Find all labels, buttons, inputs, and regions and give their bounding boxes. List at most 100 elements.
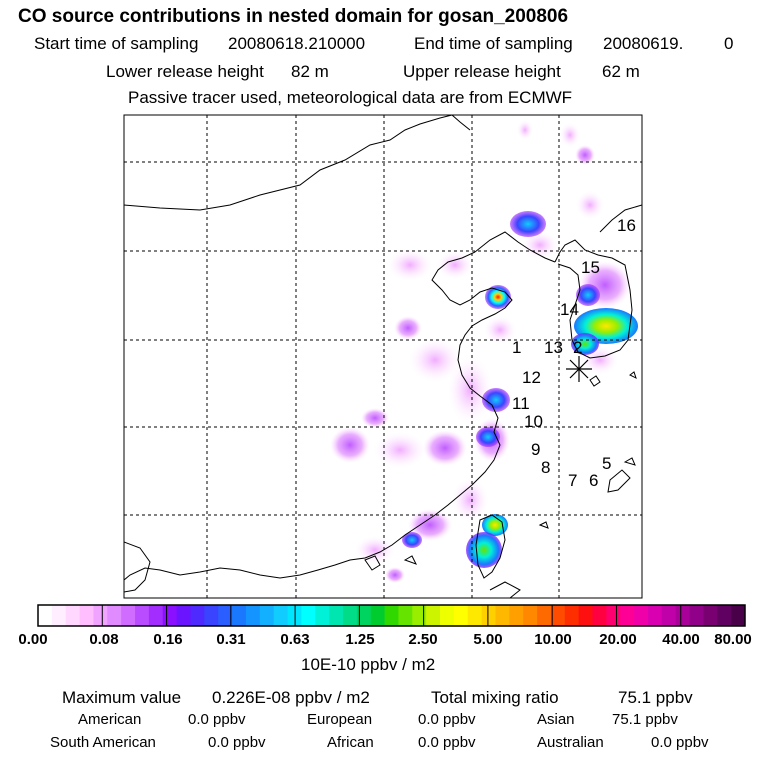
colorbar-tick-label: 0.31 xyxy=(216,631,246,648)
receptor-marker xyxy=(566,356,592,382)
end-time-value: 20080619. xyxy=(603,34,684,53)
end-time-label: End time of sampling xyxy=(414,34,573,53)
plume-area xyxy=(409,338,461,382)
concentration-field xyxy=(330,120,638,583)
region-value: 75.1 ppbv xyxy=(612,711,678,728)
colorbar-cell xyxy=(537,605,552,626)
colorbar-cell xyxy=(79,605,94,626)
region-name: Asian xyxy=(537,711,575,728)
colorbar-tick-label: 2.50 xyxy=(408,631,438,648)
site-label: 2 xyxy=(573,338,583,357)
lower-height-label: Lower release height xyxy=(106,62,264,81)
colorbar-tick-label: 80.00 xyxy=(714,631,752,648)
tracer-note: Passive tracer used, meteorological data… xyxy=(128,88,573,107)
colorbar-cell xyxy=(564,605,580,626)
end-time-extra: 0 xyxy=(724,34,734,53)
colorbar-cell xyxy=(412,605,427,626)
site-label: 8 xyxy=(541,458,551,477)
site-label: 6 xyxy=(589,471,599,490)
site-label: 10 xyxy=(524,412,543,431)
colorbar-cell xyxy=(218,605,233,626)
max-value: 0.226E-08 ppbv / m2 xyxy=(212,688,370,707)
colorbar-cell xyxy=(509,605,524,626)
colorbar-cell xyxy=(93,605,108,626)
region-name: Australian xyxy=(537,734,604,751)
colorbar-cell xyxy=(398,605,413,626)
region-name: African xyxy=(327,734,374,751)
colorbar-cell xyxy=(634,605,649,626)
plume-area xyxy=(388,249,432,281)
plume-area xyxy=(517,120,533,140)
plume-area xyxy=(484,316,516,344)
plume-area xyxy=(361,408,389,428)
chart-title: CO source contributions in nested domain… xyxy=(18,6,569,27)
colorbar-cell xyxy=(592,605,607,626)
colorbar-cell xyxy=(38,605,53,626)
colorbar-cell xyxy=(356,605,372,626)
colorbar-cell xyxy=(135,605,150,626)
plume-core-fujian xyxy=(402,532,422,548)
colorbar-tick-label: 0.08 xyxy=(89,631,119,648)
map-frame xyxy=(123,114,643,599)
plume-core-korea-south xyxy=(571,333,599,355)
colorbar-cell xyxy=(273,605,289,626)
colorbar-cell xyxy=(426,605,441,626)
plume-core-taiwan-north xyxy=(482,514,508,536)
plume-area xyxy=(437,251,473,279)
upper-height-value: 62 m xyxy=(602,62,640,81)
site-label: 1 xyxy=(512,338,522,357)
colorbar-tick-label: 0.63 xyxy=(280,631,310,648)
colorbar-cell xyxy=(51,605,67,626)
plume-area xyxy=(448,356,492,424)
plume-area xyxy=(423,430,467,466)
plume-core-korea-west xyxy=(576,284,600,306)
site-label: 9 xyxy=(531,440,541,459)
colorbar-tick-label: 10.00 xyxy=(534,631,572,648)
start-time-label: Start time of sampling xyxy=(34,34,199,53)
plume-area xyxy=(408,509,452,541)
plume-area xyxy=(385,567,405,583)
region-value: 0.0 ppbv xyxy=(651,734,709,751)
colorbar-cell xyxy=(620,605,635,626)
plume-area xyxy=(575,145,595,165)
region-name: South American xyxy=(50,734,156,751)
region-name: American xyxy=(78,711,142,728)
colorbar xyxy=(37,604,746,627)
colorbar-frame xyxy=(37,604,746,627)
start-time-value: 20080618.210000 xyxy=(228,34,366,53)
colorbar-cell xyxy=(370,605,386,626)
gridlines xyxy=(124,115,642,598)
colorbar-cell xyxy=(315,605,330,626)
plume-area xyxy=(560,123,580,147)
colorbar-cell xyxy=(523,605,538,626)
max-label: Maximum value xyxy=(62,688,182,707)
lower-height-value: 82 m xyxy=(291,62,329,81)
plume-area xyxy=(522,231,558,259)
colorbar-cell xyxy=(689,605,704,626)
colorbar-tick-label: 20.00 xyxy=(599,631,637,648)
coastlines xyxy=(124,115,642,598)
plume-area xyxy=(394,316,422,340)
colorbar-cell xyxy=(717,605,732,626)
colorbar-tick-label: 0.16 xyxy=(153,631,183,648)
colorbar-cell xyxy=(107,605,122,626)
region-value: 0.0 ppbv xyxy=(188,711,246,728)
colorbar-cell xyxy=(647,605,663,626)
colorbar-cell xyxy=(703,605,718,626)
region-value: 0.0 ppbv xyxy=(418,711,476,728)
colorbar-tick-label: 1.25 xyxy=(345,631,375,648)
region-value: 0.0 ppbv xyxy=(418,734,476,751)
upper-height-label: Upper release height xyxy=(403,62,561,81)
plume-area xyxy=(330,427,370,463)
total-value: 75.1 ppbv xyxy=(618,688,693,707)
plume-area xyxy=(576,191,604,219)
colorbar-cell xyxy=(606,605,621,626)
colorbar-cell xyxy=(467,605,483,626)
colorbar-cell xyxy=(176,605,191,626)
colorbar-cell xyxy=(675,605,691,626)
colorbar-tick-label: 5.00 xyxy=(473,631,503,648)
total-label: Total mixing ratio xyxy=(431,688,559,707)
colorbar-cell xyxy=(342,605,358,626)
colorbar-cell xyxy=(232,605,247,626)
